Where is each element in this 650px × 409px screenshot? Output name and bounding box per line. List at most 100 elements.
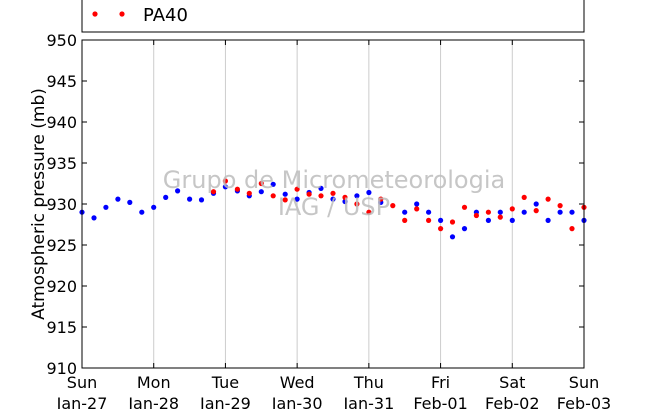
data-point: [258, 189, 264, 195]
data-point: [127, 199, 133, 205]
data-point: [222, 178, 228, 184]
y-tick-label: 950: [46, 31, 77, 50]
data-point: [258, 180, 264, 187]
data-point: [187, 196, 193, 202]
x-tick-label-day: Fri: [431, 373, 450, 392]
data-point: [222, 184, 228, 190]
data-point: [533, 201, 539, 207]
data-point: [342, 198, 348, 205]
legend-box: [81, 0, 585, 33]
data-point: [318, 193, 324, 199]
data-point: [330, 196, 336, 202]
y-tick-label: 940: [46, 113, 77, 132]
data-point: [485, 209, 491, 215]
y-tick-label: 915: [46, 318, 77, 337]
legend-label: PA40: [143, 5, 188, 26]
data-point: [545, 217, 551, 223]
data-point: [497, 209, 503, 215]
data-point: [509, 206, 515, 212]
data-point: [210, 189, 217, 195]
y-axis-title: Atmospheric pressure (mb): [29, 88, 49, 320]
data-point: [342, 194, 348, 200]
y-tick-label: 925: [46, 236, 77, 255]
grid-lines: [153, 40, 513, 368]
x-tick-label-date: Jan-30: [271, 394, 323, 409]
plot-area: [82, 40, 584, 368]
data-point: [390, 203, 396, 209]
y-tick-label: 910: [46, 359, 77, 378]
data-point: [414, 206, 420, 212]
data-point: [509, 217, 515, 223]
data-point: [414, 201, 420, 207]
data-point: [557, 203, 563, 209]
watermark-line-2: IAG / USP: [278, 193, 390, 221]
data-point: [569, 209, 575, 215]
data-point: [438, 217, 444, 223]
data-point: [163, 194, 169, 200]
legend-marker: [92, 11, 98, 17]
data-point: [366, 209, 372, 215]
data-points: [79, 178, 587, 240]
data-point: [438, 226, 444, 232]
series-pa40: [210, 178, 587, 232]
watermark: Grupo de Micrometeorologia IAG / USP: [163, 166, 505, 221]
data-point: [270, 181, 276, 187]
data-point: [366, 189, 372, 196]
data-point: [330, 190, 336, 196]
data-point: [175, 188, 181, 194]
data-point: [198, 197, 205, 203]
data-point: [354, 193, 360, 199]
data-point: [270, 193, 276, 199]
data-point: [103, 204, 109, 210]
x-tick-label-day: Sun: [569, 373, 599, 392]
data-point: [282, 191, 288, 197]
data-point: [294, 186, 300, 192]
legend-marker: [119, 11, 125, 17]
data-point: [115, 196, 121, 202]
data-point: [402, 209, 408, 215]
watermark-line-1: Grupo de Micrometeorologia: [163, 166, 505, 194]
data-point: [378, 196, 384, 202]
legend: PA40: [81, 0, 585, 33]
x-tick-label-day: Wed: [280, 373, 315, 392]
data-point: [545, 196, 551, 202]
data-point: [569, 226, 575, 232]
data-point: [449, 219, 456, 225]
y-tick-label: 920: [46, 277, 77, 296]
data-point: [461, 226, 468, 232]
data-point: [473, 212, 479, 219]
x-tick-label-date: Jan-27: [56, 394, 108, 409]
x-tick-label-day: Thu: [353, 373, 384, 392]
data-point: [485, 217, 491, 223]
series-unnamed-0: [79, 181, 587, 240]
data-point: [426, 209, 432, 215]
data-point: [521, 194, 527, 200]
data-point: [497, 214, 503, 220]
data-point: [139, 209, 145, 215]
data-point: [426, 217, 432, 223]
y-axis: 910 915 920 925 930 935 940 945 950: [46, 31, 584, 378]
data-point: [294, 196, 300, 202]
data-point: [318, 185, 324, 191]
x-tick-label-date: Feb-02: [485, 394, 539, 409]
x-tick-label-day: Sun: [67, 373, 97, 392]
data-point: [449, 234, 456, 240]
y-tick-label: 930: [46, 195, 77, 214]
data-point: [282, 197, 288, 203]
x-tick-label-day: Mon: [137, 373, 171, 392]
data-point: [306, 191, 312, 197]
x-tick-label-date: Jan-31: [342, 394, 394, 409]
x-axis: Sun Jan-27 Mon Jan-28 Tue Jan-29 Wed Jan-30 Thu J…: [56, 40, 611, 409]
data-point: [402, 217, 408, 223]
data-point: [521, 209, 527, 215]
x-tick-label-date: Feb-01: [413, 394, 467, 409]
data-point: [533, 208, 539, 214]
x-tick-label-date: Jan-29: [199, 394, 251, 409]
x-tick-label-date: Feb-03: [557, 394, 611, 409]
x-tick-label-day: Tue: [211, 373, 239, 392]
data-point: [91, 215, 97, 221]
data-point: [557, 209, 563, 215]
data-point: [234, 186, 240, 192]
y-tick-label: 945: [46, 72, 77, 91]
